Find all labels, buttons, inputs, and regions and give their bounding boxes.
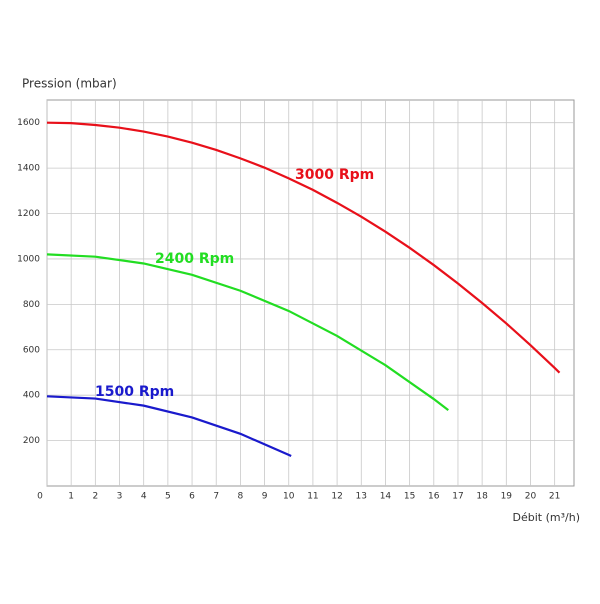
y-tick-label: 600 <box>23 345 40 355</box>
x-tick-label: 16 <box>428 492 440 502</box>
y-tick-label: 1400 <box>17 164 40 174</box>
x-tick-label: 5 <box>165 492 171 502</box>
series-label: 3000 Rpm <box>295 167 374 183</box>
x-tick-label: 20 <box>525 492 537 502</box>
x-tick-label: 11 <box>307 492 318 502</box>
x-tick-label: 6 <box>189 492 195 502</box>
x-tick-label: 19 <box>501 492 513 502</box>
plot-frame <box>46 99 575 487</box>
x-tick-label: 2 <box>92 492 98 502</box>
x-tick-label: 9 <box>262 492 268 502</box>
series-line <box>46 253 449 412</box>
x-tick-label: 1 <box>68 492 74 502</box>
series-label: 1500 Rpm <box>95 384 174 400</box>
x-tick-label: 14 <box>380 492 392 502</box>
x-tick-label: 18 <box>476 492 488 502</box>
x-tick-label: 17 <box>452 492 463 502</box>
series-line <box>46 121 561 374</box>
x-tick-label: 15 <box>404 492 415 502</box>
x-tick-label: 4 <box>141 492 147 502</box>
x-tick-label: 0 <box>37 492 43 502</box>
series-label: 2400 Rpm <box>155 251 234 267</box>
x-tick-label: 13 <box>356 492 367 502</box>
x-tick-label: 8 <box>238 492 244 502</box>
y-tick-label: 400 <box>23 391 40 401</box>
x-tick-label: 21 <box>549 492 560 502</box>
x-tick-label: 7 <box>213 492 219 502</box>
x-axis-title: Débit (m³/h) <box>513 511 580 524</box>
y-tick-label: 1200 <box>17 209 40 219</box>
y-tick-label: 1600 <box>17 118 40 128</box>
y-tick-label: 1000 <box>17 254 40 264</box>
y-axis-title: Pression (mbar) <box>22 77 117 91</box>
series-line <box>46 395 292 458</box>
x-tick-label: 12 <box>331 492 342 502</box>
y-tick-label: 200 <box>23 436 40 446</box>
x-tick-label: 10 <box>283 492 295 502</box>
y-tick-label: 800 <box>23 300 40 310</box>
x-tick-label: 3 <box>117 492 123 502</box>
